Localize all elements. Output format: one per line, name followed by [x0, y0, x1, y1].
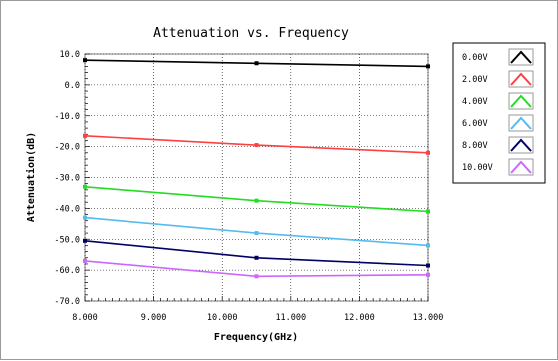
x-tick-label: 11.000: [275, 313, 306, 323]
y-axis-label: Attenuation(dB): [25, 132, 37, 222]
legend-swatch: [508, 48, 534, 66]
data-point: [254, 255, 259, 260]
y-tick-label: -40.0: [54, 204, 80, 214]
data-point: [254, 61, 259, 66]
x-tick-label: 12.000: [344, 313, 375, 323]
legend-swatch: [508, 70, 534, 88]
legend-line-icon: [510, 138, 532, 152]
legend-label: 10.00V: [462, 163, 493, 173]
y-tick-label: -60.0: [54, 266, 80, 276]
legend-swatch: [508, 92, 534, 110]
data-point: [83, 215, 87, 220]
y-tick-label: -50.0: [54, 235, 80, 245]
legend-label: 6.00V: [462, 119, 488, 129]
legend-line-icon: [510, 94, 532, 108]
legend-swatch: [508, 158, 534, 176]
data-point: [83, 133, 87, 138]
data-point: [426, 272, 430, 277]
data-point: [254, 198, 259, 203]
y-tick-label: -70.0: [54, 297, 80, 307]
data-point: [83, 58, 87, 63]
y-tick-label: 10.0: [60, 50, 80, 60]
legend: [452, 42, 546, 184]
chart-title: Attenuation vs. Frequency: [153, 26, 349, 41]
series-lines: [83, 58, 430, 279]
x-axis-label: Frequency(GHz): [214, 332, 298, 343]
minor-ticks: [84, 53, 429, 302]
legend-label: 8.00V: [462, 141, 488, 151]
legend-label: 4.00V: [462, 97, 488, 107]
legend-line-icon: [510, 160, 532, 174]
data-point: [83, 238, 87, 243]
legend-line-icon: [510, 72, 532, 86]
legend-items: 0.00V 2.00V 4.00V 6.00V 8.00V 10.00V: [462, 48, 534, 176]
x-tick-label: 8.000: [72, 313, 98, 323]
data-point: [426, 150, 430, 155]
x-tick-label: 10.000: [207, 313, 238, 323]
y-tick-label: -10.0: [54, 112, 80, 122]
y-tick-label: -30.0: [54, 174, 80, 184]
data-point: [83, 258, 87, 263]
y-tick-label: 0.0: [65, 81, 80, 91]
data-point: [426, 263, 430, 268]
legend-label: 0.00V: [462, 53, 488, 63]
data-point: [254, 274, 259, 279]
x-tick-labels: 8.000 9.000 10.000 11.000 12.000 13.000: [72, 313, 443, 323]
legend-line-icon: [510, 50, 532, 64]
data-point: [426, 209, 430, 214]
y-tick-labels: 10.0 0.0 -10.0 -20.0 -30.0 -40.0 -50.0 -60.0 -70…: [54, 50, 80, 307]
data-point: [426, 64, 430, 69]
data-point: [83, 184, 87, 189]
legend-swatch: [508, 114, 534, 132]
legend-label: 2.00V: [462, 75, 488, 85]
data-point: [426, 243, 430, 248]
legend-line-icon: [510, 116, 532, 130]
y-tick-label: -20.0: [54, 143, 80, 153]
x-tick-label: 13.000: [413, 313, 444, 323]
x-tick-label: 9.000: [141, 313, 167, 323]
data-point: [254, 143, 259, 148]
legend-swatch: [508, 136, 534, 154]
data-point: [254, 231, 259, 236]
